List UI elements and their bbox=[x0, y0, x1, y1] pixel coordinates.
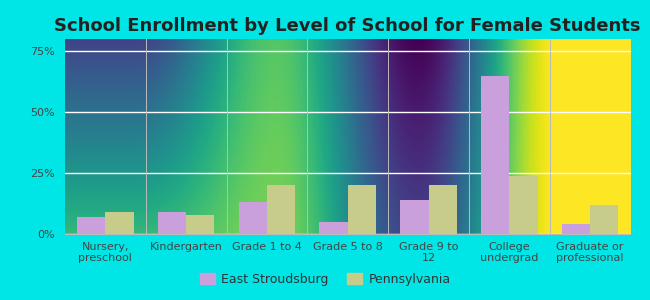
Bar bbox=[105, 212, 134, 234]
Bar bbox=[267, 185, 295, 234]
Bar bbox=[481, 76, 510, 234]
Bar bbox=[158, 212, 186, 234]
Bar bbox=[77, 217, 105, 234]
Bar bbox=[400, 200, 428, 234]
Bar bbox=[428, 185, 457, 234]
Bar bbox=[348, 185, 376, 234]
Legend: East Stroudsburg, Pennsylvania: East Stroudsburg, Pennsylvania bbox=[194, 268, 456, 291]
Bar bbox=[239, 202, 267, 234]
Bar bbox=[320, 222, 348, 234]
Title: School Enrollment by Level of School for Female Students: School Enrollment by Level of School for… bbox=[55, 17, 641, 35]
Bar bbox=[186, 214, 214, 234]
Bar bbox=[510, 176, 538, 234]
Bar bbox=[562, 224, 590, 234]
Bar bbox=[590, 205, 618, 234]
